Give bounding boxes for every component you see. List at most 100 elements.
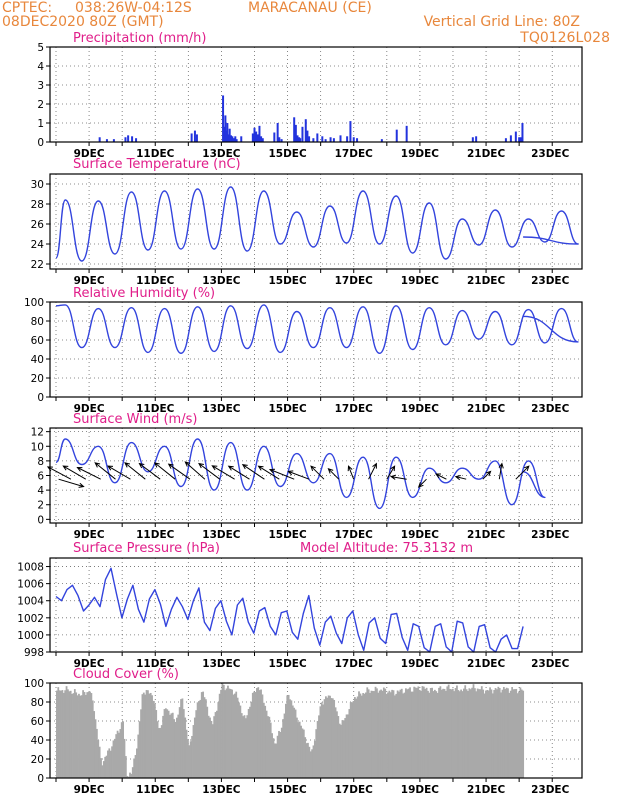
cloud-bar (184, 717, 187, 778)
cloud-bar (192, 725, 195, 778)
cloud-bar (75, 692, 78, 778)
cloud-bar (427, 690, 429, 778)
cloud-bar (445, 690, 447, 778)
cloud-bar (272, 738, 275, 778)
wind-vector-arrow (211, 465, 235, 480)
cloud-bar (371, 690, 374, 778)
wind-ytick-label: 2 (37, 500, 44, 512)
cloud-bar (403, 692, 406, 778)
cloud-bar (64, 690, 67, 778)
wind-xtick-label: 15DEC (268, 529, 307, 541)
pressure-xtick-label: 15DEC (268, 658, 307, 670)
wind-vector-arrow (241, 464, 265, 480)
cloud-bar (389, 692, 392, 778)
humidity-frame (49, 301, 583, 398)
precip-bar (193, 130, 196, 142)
cloud-bar (378, 690, 381, 778)
cloud-xtick-label: 11DEC (136, 784, 175, 796)
cloud-bar (432, 691, 435, 778)
cloud-ytick-label: 0 (37, 773, 44, 785)
cloud-bar (61, 690, 64, 778)
cloud-bar (414, 687, 417, 778)
cloud-bar (174, 721, 177, 778)
cloud-bar (416, 688, 418, 778)
header-run-id: TQ0126L028 (519, 30, 610, 46)
pressure-ytick-label: 1002 (17, 613, 44, 625)
precip-ytick-label: 2 (37, 99, 44, 111)
cloud-bar (399, 689, 402, 778)
cloud-bar (257, 687, 260, 778)
cloud-bar (62, 692, 65, 778)
cloud-bar (467, 690, 469, 778)
cloud-bar (359, 693, 362, 778)
cloud-bar (500, 692, 502, 778)
precip-bar (321, 136, 324, 142)
cloud-bar (505, 687, 508, 778)
cloud-bar (407, 688, 410, 778)
precip-bar (518, 137, 521, 142)
precip-bar (471, 137, 474, 142)
cloud-ytick-label: 80 (31, 697, 44, 709)
cloud-bar (87, 692, 90, 778)
precip-xtick-label: 13DEC (202, 148, 241, 160)
wind-xtick-label: 23DEC (531, 529, 570, 541)
precip-bar (276, 123, 279, 142)
temperature-xtick-label: 19DEC (401, 275, 440, 287)
humidity-ytick-label: 0 (37, 392, 44, 404)
cloud-bar (338, 723, 341, 778)
precip-bar (256, 134, 259, 142)
humidity-ytick-label: 20 (31, 373, 44, 385)
cloud-bar (105, 755, 108, 778)
temperature-xtick-label: 15DEC (268, 275, 307, 287)
cloud-bar (512, 689, 515, 778)
cloud-bar (130, 773, 133, 778)
wind-xtick-label: 17DEC (335, 529, 374, 541)
cloud-bar (451, 688, 454, 778)
cloud-bar (133, 758, 136, 778)
cloud-bar (334, 707, 337, 778)
wind-ytick-label: 12 (31, 427, 44, 439)
cloud-bar (287, 694, 290, 778)
cloud-bar (155, 710, 158, 778)
cloud-bar (275, 743, 278, 778)
precip-bar (253, 127, 256, 142)
precip-bar (301, 126, 304, 142)
cloud-bar (115, 734, 118, 778)
cloud-bar (148, 693, 151, 778)
cloud-bar (185, 729, 188, 778)
cloud-bar (447, 684, 450, 778)
wind-vector-arrow (94, 462, 116, 480)
cloud-bar (460, 689, 462, 778)
header-grid-note: Vertical Grid Line: 80Z (424, 14, 580, 30)
cloud-bar (494, 688, 497, 778)
precip-panel: 0 1 2 3 4 5 9DEC 11DEC 13DEC 15DEC 17DEC 19DEC 21DEC… (37, 42, 583, 160)
cloud-bar (187, 739, 189, 778)
cloud-bar (112, 740, 115, 778)
cloud-bar (158, 728, 160, 778)
cloud-bar (79, 695, 82, 778)
precip-bar (332, 138, 335, 142)
cloud-bar (163, 709, 166, 778)
cloud-bar (72, 693, 75, 778)
humidity-xtick-label: 17DEC (335, 403, 374, 415)
cloud-bar (100, 758, 102, 778)
precip-bar (509, 135, 512, 142)
cloud-xtick-label: 17DEC (335, 784, 374, 796)
cloud-bar (239, 705, 242, 778)
cloud-bar (436, 692, 439, 778)
cloud-bar (69, 690, 72, 778)
precip-bar (312, 138, 315, 142)
cloud-bar (140, 709, 142, 778)
wind-vector-arrow (62, 465, 87, 480)
precip-bar (293, 117, 296, 142)
precip-bar (235, 139, 238, 142)
cloud-bar (220, 689, 222, 778)
cloud-bar (267, 716, 269, 778)
cloud-bar (225, 688, 228, 778)
cloud-bar (191, 735, 193, 778)
cloud-bar (129, 772, 131, 778)
cloud-bar (475, 691, 478, 778)
cloud-bar (218, 693, 221, 778)
cloud-bar (509, 690, 512, 778)
cloud-bar (269, 722, 272, 778)
